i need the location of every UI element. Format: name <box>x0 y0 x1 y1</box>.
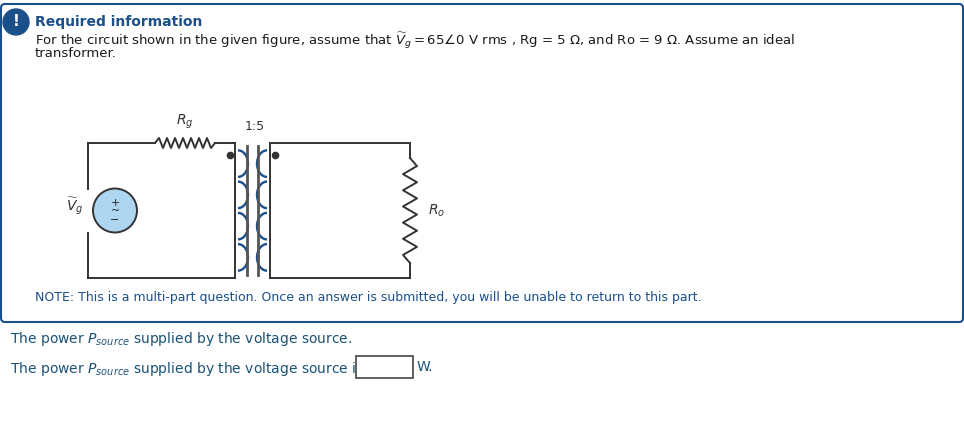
Text: −: − <box>110 215 120 225</box>
Text: 1:5: 1:5 <box>245 120 264 133</box>
Text: The power $P_{source}$ supplied by the voltage source.: The power $P_{source}$ supplied by the v… <box>10 330 353 348</box>
Text: W.: W. <box>417 360 434 374</box>
Text: transformer.: transformer. <box>35 47 117 60</box>
Text: The power $P_{source}$ supplied by the voltage source is: The power $P_{source}$ supplied by the v… <box>10 360 364 378</box>
Text: $R_g$: $R_g$ <box>176 113 194 131</box>
Circle shape <box>93 188 137 233</box>
Text: Required information: Required information <box>35 15 202 29</box>
FancyBboxPatch shape <box>1 4 963 322</box>
Text: For the circuit shown in the given figure, assume that $\widetilde{V}_g = 65 \an: For the circuit shown in the given figur… <box>35 31 795 51</box>
Text: $R_o$: $R_o$ <box>428 202 445 219</box>
Circle shape <box>3 9 29 35</box>
FancyBboxPatch shape <box>356 356 413 378</box>
Text: ~: ~ <box>110 205 120 215</box>
Text: !: ! <box>13 14 19 29</box>
Text: NOTE: This is a multi-part question. Once an answer is submitted, you will be un: NOTE: This is a multi-part question. Onc… <box>35 291 702 304</box>
Text: +: + <box>110 198 120 208</box>
Text: $\widetilde{V}_g$: $\widetilde{V}_g$ <box>66 196 83 217</box>
